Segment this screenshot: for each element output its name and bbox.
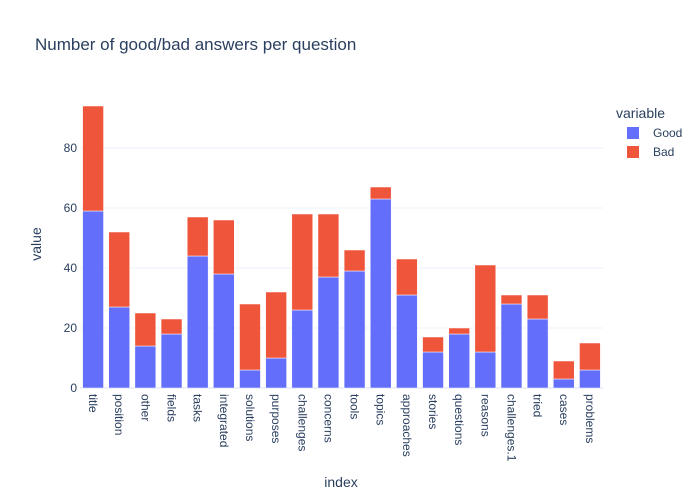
bar-good-questions (448, 333, 470, 389)
bar-good-other (134, 345, 157, 389)
bar-good-challenges.1 (500, 303, 523, 389)
legend: variable Good Bad (616, 105, 682, 159)
bar-bad-tried (526, 294, 549, 320)
bar-good-challenges (291, 309, 313, 389)
bar-bad-challenges.1 (500, 294, 523, 305)
x-tick-label: problems (583, 394, 597, 443)
bar-bad-stories (422, 336, 444, 353)
bar-bad-purposes (265, 291, 287, 359)
y-axis-ticks: 0 20 40 60 80 (64, 141, 78, 395)
x-tick-label: cases (557, 394, 571, 425)
y-tick-label: 0 (70, 381, 77, 395)
x-tick-label: integrated (217, 394, 231, 447)
legend-title: variable (616, 105, 665, 121)
bar-good-integrated (213, 273, 235, 389)
x-tick-label: tools (348, 394, 362, 419)
x-tick-label: position (112, 394, 126, 435)
bar-good-solutions (239, 369, 261, 389)
bar-good-topics (370, 198, 392, 389)
bar-good-tried (526, 318, 549, 389)
bar-bad-position (108, 231, 130, 308)
x-tick-label: reasons (478, 394, 492, 437)
x-axis-ticks: title position other fields tasks integrated s… (86, 394, 597, 462)
bar-bad-title (82, 105, 104, 212)
bar-bad-fields (160, 318, 183, 335)
bar-good-cases (553, 378, 575, 389)
x-tick-label: fields (165, 394, 179, 422)
bar-good-purposes (265, 357, 287, 389)
bar-good-tasks (186, 255, 209, 389)
bar-good-title (82, 210, 104, 389)
x-tick-label: solutions (243, 394, 257, 441)
bar-bad-problems (579, 342, 601, 371)
bar-bad-cases (553, 360, 575, 380)
y-tick-label: 80 (64, 141, 78, 155)
x-tick-label: tried (531, 394, 545, 417)
bar-good-approaches (396, 294, 418, 389)
x-tick-label: concerns (321, 394, 335, 443)
x-tick-label: approaches (400, 394, 414, 457)
bar-bad-concerns (317, 213, 340, 278)
legend-swatch-bad (627, 146, 639, 158)
bar-bad-topics (370, 186, 392, 200)
legend-label-good: Good (653, 126, 682, 140)
chart-title: Number of good/bad answers per question (35, 35, 356, 54)
bar-bad-tasks (186, 216, 209, 257)
bar-bad-questions (448, 327, 470, 335)
bar-good-problems (579, 369, 601, 389)
bar-bad-tools (343, 249, 366, 272)
bar-bad-challenges (291, 213, 313, 311)
y-axis-title: value (28, 227, 44, 261)
x-tick-label: questions (452, 394, 466, 445)
bar-good-position (108, 306, 130, 389)
x-tick-label: other (138, 394, 152, 421)
x-tick-label: challenges (295, 394, 309, 451)
y-tick-label: 60 (64, 201, 78, 215)
bar-bad-approaches (396, 258, 418, 296)
bar-bad-other (134, 312, 157, 347)
x-tick-label: topics (374, 394, 388, 425)
x-tick-label: purposes (269, 394, 283, 443)
x-tick-label: tasks (191, 394, 205, 422)
bar-good-fields (160, 333, 183, 389)
bar-good-reasons (474, 351, 497, 389)
x-tick-label: title (86, 394, 100, 413)
bar-bad-solutions (239, 303, 261, 371)
x-tick-label: stories (426, 394, 440, 429)
bar-good-tools (343, 270, 366, 389)
bar-bad-integrated (213, 219, 235, 275)
x-axis-title: index (324, 474, 357, 490)
legend-swatch-good (627, 127, 639, 139)
x-tick-label: challenges.1 (504, 394, 518, 462)
y-tick-label: 40 (64, 261, 78, 275)
bar-bad-reasons (474, 264, 497, 353)
legend-label-bad: Bad (653, 145, 674, 159)
bar-good-stories (422, 351, 444, 389)
y-tick-label: 20 (64, 321, 78, 335)
bars (82, 105, 601, 389)
bar-good-concerns (317, 276, 340, 389)
